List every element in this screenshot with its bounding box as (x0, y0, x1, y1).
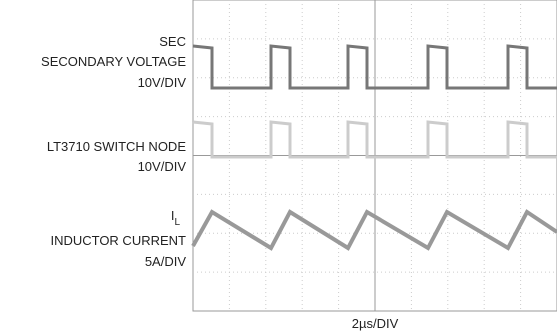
trace-description: SECONDARY VOLTAGE (41, 54, 186, 69)
timebase-label: 2µs/DIV (352, 316, 399, 331)
oscilloscope-capture: SEC SECONDARY VOLTAGE 10V/DIV LT3710 SWI… (0, 0, 557, 334)
trace-description: LT3710 SWITCH NODE (47, 139, 187, 154)
trace-scale: 5A/DIV (145, 254, 187, 269)
trace-scale: 10V/DIV (138, 159, 187, 174)
trace-name-subscript: L (174, 217, 180, 228)
trace-name: SEC (159, 34, 186, 49)
page: SEC SECONDARY VOLTAGE 10V/DIV LT3710 SWI… (0, 0, 557, 334)
trace-name: IL (171, 208, 181, 228)
trace-description: INDUCTOR CURRENT (50, 233, 186, 248)
trace-scale: 10V/DIV (138, 75, 187, 90)
